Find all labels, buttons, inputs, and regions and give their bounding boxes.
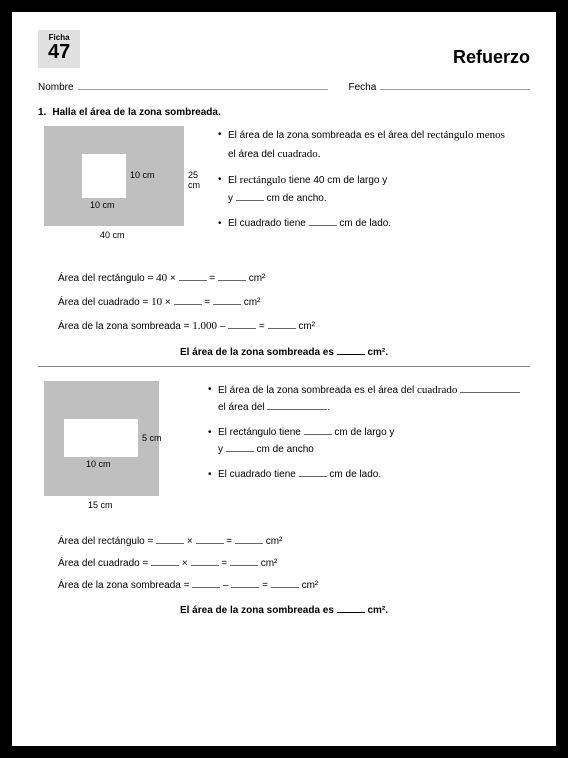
q2-equations: Área del rectángulo = × = cm² Área del c…	[58, 531, 530, 597]
q2-bullet-2: El rectángulo tiene cm de largo y y cm d…	[208, 424, 530, 458]
nombre-label: Nombre	[38, 82, 74, 93]
q2-eq-shaded: Área de la zona sombreada = – = cm²	[58, 575, 530, 597]
header-bar: Ficha 47 Refuerzo	[38, 30, 530, 68]
page-title: Refuerzo	[453, 47, 530, 68]
nombre-field: Nombre	[38, 78, 328, 93]
q2-bullet-1: El área de la zona sombreada es el área …	[208, 381, 530, 417]
q1-bullet-3: El cuadrado tiene cm de lado.	[218, 215, 530, 232]
divider	[38, 366, 530, 367]
question-1-header: 1. Halla el área de la zona sombreada.	[38, 107, 530, 118]
nombre-line[interactable]	[78, 78, 329, 90]
q2-outer-label: 15 cm	[88, 500, 113, 510]
q2-text: El área de la zona sombreada es el área …	[208, 381, 530, 521]
q1-inner-h-label: 10 cm	[130, 170, 155, 180]
q1-eq-square: Área del cuadrado = 10 × = cm²	[58, 290, 530, 314]
q1-eq-rect: Área del rectángulo = 40 × = cm²	[58, 266, 530, 290]
q2-inner-h-label: 5 cm	[142, 433, 162, 443]
q1-inner-square	[82, 154, 126, 198]
q1-block: 10 cm 10 cm 25 cm 40 cm El área de la zo…	[38, 126, 530, 256]
q1-bullet-1: El área de la zona sombreada es el área …	[218, 126, 530, 163]
q1-text: El área de la zona sombreada es el área …	[218, 126, 530, 256]
worksheet-page: Ficha 47 Refuerzo Nombre Fecha 1. Halla …	[12, 12, 556, 746]
q1-outer-h-label: 25 cm	[188, 170, 204, 190]
q2-answer: El área de la zona sombreada es cm².	[38, 603, 530, 616]
q2-block: 5 cm 10 cm 15 cm El área de la zona somb…	[38, 381, 530, 521]
ficha-number: 47	[48, 42, 70, 62]
q1-inner-w-label: 10 cm	[90, 200, 115, 210]
q1-equations: Área del rectángulo = 40 × = cm² Área de…	[58, 266, 530, 339]
name-date-row: Nombre Fecha	[38, 78, 530, 93]
ficha-box: Ficha 47	[38, 30, 80, 68]
q1-eq-shaded: Área de la zona sombreada = 1.000 – = cm…	[58, 314, 530, 338]
q1-figure: 10 cm 10 cm 25 cm 40 cm	[38, 126, 204, 256]
q1-answer: El área de la zona sombreada es cm².	[38, 345, 530, 358]
q2-inner-rect	[64, 419, 138, 457]
fecha-line[interactable]	[380, 78, 530, 90]
q1-outer-w-label: 40 cm	[100, 230, 125, 240]
q1-prompt: Halla el área de la zona sombreada.	[52, 107, 220, 118]
q2-bullet-3: El cuadrado tiene cm de lado.	[208, 466, 530, 483]
q2-eq-square: Área del cuadrado = × = cm²	[58, 553, 530, 575]
q1-number: 1.	[38, 107, 46, 118]
q2-eq-rect: Área del rectángulo = × = cm²	[58, 531, 530, 553]
fecha-label: Fecha	[348, 82, 376, 93]
fecha-field: Fecha	[348, 78, 530, 93]
q1-bullet-2: El rectángulo tiene 40 cm de largo y y c…	[218, 171, 530, 207]
q2-figure: 5 cm 10 cm 15 cm	[38, 381, 194, 521]
q2-inner-w-label: 10 cm	[86, 459, 111, 469]
